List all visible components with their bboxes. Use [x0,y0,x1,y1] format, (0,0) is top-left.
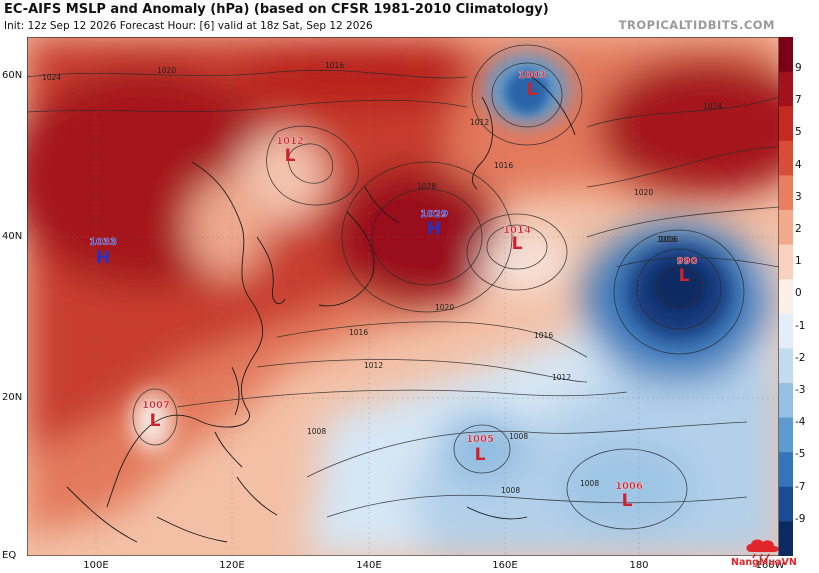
isobar-label: 1028 [417,182,436,191]
colorbar-label: 4 [795,158,802,171]
low-center-letter: L [150,411,161,431]
isobar-label: 1012 [470,118,489,127]
colorbar-segment [779,452,793,488]
lat-label: 20N [2,392,23,403]
map-subtitle: Init: 12z Sep 12 2026 Forecast Hour: [6]… [4,20,373,32]
isobar-label: 1020 [157,66,176,75]
colorbar-segment [779,417,793,453]
high-center-letter: H [96,248,110,268]
high-center-value: 1033 [89,237,117,248]
pressure-centers: 1033 H 1012 L 1003 L 1029 H 1014 L 990 L… [89,70,698,511]
low-center-value: 1014 [503,225,531,236]
colorbar-label: 5 [795,126,802,139]
low-center-value: 1007 [142,400,170,411]
isobar-label: 1012 [552,373,571,382]
lon-label: 140E [356,560,382,571]
map-title: EC-AIFS MSLP and Anomaly (hPa) (based on… [4,2,549,17]
isobar-label: 1016 [349,328,368,337]
colorbar-segment [779,71,793,107]
cloud-rain-icon [746,539,779,559]
lon-label: 120E [219,560,245,571]
colorbar-segment [779,279,793,315]
isobar-label: 1016 [494,161,513,170]
low-center-value: 1003 [518,70,546,81]
lon-label: 180 [629,560,649,571]
warm-anomaly-field [27,37,779,537]
colorbar-label: -9 [795,512,806,525]
colorbar-segment [779,486,793,522]
isobar-label: 1020 [435,303,454,312]
graticule [27,37,779,556]
high-center-value: 1029 [420,209,448,220]
lat-label: EQ [2,550,17,561]
isobar-label: 1016 [659,235,678,244]
isobar-label: 1008 [580,479,599,488]
nangmuavn-logo: NangMuaVN [717,539,813,570]
high-center-letter: H [427,219,441,239]
low-center-letter: L [679,266,690,286]
colorbar-label: -2 [795,351,806,364]
low-center-letter: L [622,491,633,511]
colorbar-label: -7 [795,480,806,493]
isobar-label: 1008 [501,486,520,495]
isobar-label: 1016 [657,235,676,244]
colorbar-label: -3 [795,384,806,396]
lon-label: 100E [83,560,109,571]
colorbar-label: -5 [795,448,806,461]
low-center-value: 1006 [615,481,643,492]
colorbar-label: 2 [795,223,802,235]
anomaly-map: 1033 H 1012 L 1003 L 1029 H 1014 L 990 L… [27,37,779,556]
isobar-label: 1024 [42,73,61,82]
isobar-label: 1016 [325,61,344,70]
colorbar-label: 7 [795,94,802,107]
colorbar-segment [779,348,793,384]
colorbar-label: 9 [795,62,802,74]
low-center-value: 990 [677,256,698,267]
colorbar-segment [779,140,793,176]
colorbar-segment [779,37,793,73]
colorbar-segment [779,175,793,211]
lon-label: 160E [492,560,518,571]
isobar-label: 1008 [307,427,326,436]
low-center-letter: L [527,80,538,100]
low-center-letter: L [512,234,523,254]
colorbar [779,37,793,557]
low-center-letter: L [475,445,486,465]
isobar-label: 1016 [534,331,553,340]
low-center-value: 1012 [276,136,304,147]
isobars [27,44,779,530]
colorbar-label: 0 [795,287,802,300]
isobar-label: 1008 [509,432,528,441]
colorbar-segment [779,521,793,557]
isobar-label: 1024 [703,102,722,111]
brand-watermark: TROPICALTIDBITS.COM [618,18,775,32]
lat-label: 60N [2,70,23,81]
colorbar-label: 3 [795,190,802,203]
lat-label: 40N [2,231,23,242]
lon-label: 160W [755,560,785,571]
low-center-letter: L [285,146,296,166]
low-center-value: 1005 [466,434,494,445]
colorbar-segment [779,244,793,280]
logo-text: NangMuaVN [731,557,797,568]
colorbar-segment [779,210,793,246]
isobar-label: 1012 [364,361,383,370]
colorbar-segment [779,106,793,142]
colorbar-label: 1 [795,255,802,268]
isobar-labels: 1024 1020 1016 1028 1012 1016 1020 1024 … [42,61,722,495]
colorbar-segment [779,313,793,349]
colorbar-label: -4 [795,416,806,429]
isobar-label: 1020 [634,188,653,197]
coastlines [66,76,576,543]
colorbar-segment [779,383,793,419]
colorbar-label: -1 [795,319,806,332]
